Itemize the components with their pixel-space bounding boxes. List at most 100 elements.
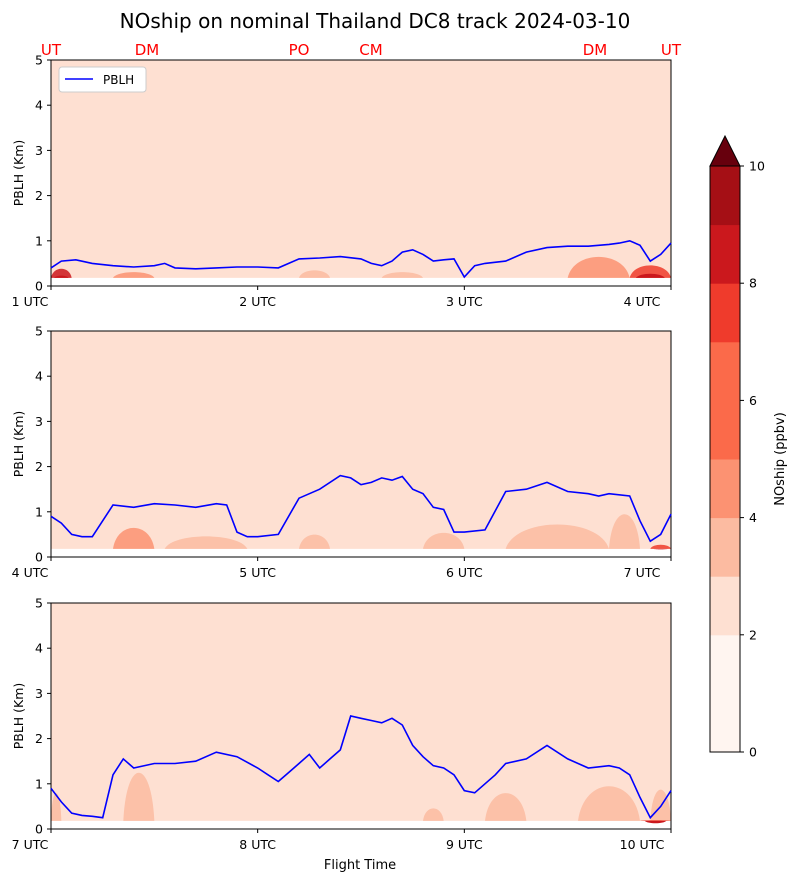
contour-background — [51, 603, 671, 829]
panel-middle: 0 1 2 3 4 5 4 UTC 5 UTC 6 UTC 7 UTC PBLH (Km) — [11, 324, 672, 580]
legend-label: PBLH — [103, 73, 134, 87]
contour-region — [299, 534, 330, 549]
contour-core — [635, 273, 665, 278]
contour-region — [423, 808, 444, 821]
y-tick-label: 2 — [35, 188, 43, 203]
contour-region — [51, 268, 72, 278]
location-label: CM — [359, 41, 382, 59]
no-data-strip — [51, 820, 671, 829]
y-tick-label: 1 — [35, 504, 43, 519]
x-tick-label: 10 UTC — [620, 837, 665, 852]
colorbar-level — [710, 576, 740, 636]
axes-frame — [50, 602, 672, 830]
y-axis-label: PBLH (Km) — [11, 140, 26, 207]
colorbar-level — [710, 459, 740, 519]
y-tick-label: 5 — [35, 324, 43, 339]
colorbar-level — [710, 693, 740, 753]
figure-title: NOship on nominal Thailand DC8 track 202… — [120, 9, 631, 33]
location-label: UT — [41, 41, 62, 59]
y-tick-label: 5 — [35, 53, 43, 68]
x-tick-label: 7 UTC — [624, 565, 661, 580]
x-axis-label: Flight Time — [324, 858, 396, 873]
pblh-series-line — [50, 239, 672, 279]
y-tick-label: 0 — [35, 550, 43, 565]
y-tick-label: 1 — [35, 233, 43, 248]
contour-region — [113, 527, 155, 549]
x-tick-label: 7 UTC — [12, 837, 49, 852]
colorbar-tick-label: 2 — [749, 627, 757, 642]
x-tick-label: 6 UTC — [446, 565, 483, 580]
colorbar-level — [710, 224, 740, 284]
colorbar-level — [710, 400, 740, 460]
contour-core — [644, 820, 667, 824]
x-tick-label: 9 UTC — [446, 837, 483, 852]
y-tick-label: 4 — [35, 641, 43, 656]
contour-core — [54, 275, 69, 278]
x-tick-label: 5 UTC — [239, 565, 276, 580]
colorbar-level — [710, 341, 740, 401]
colorbar-level — [710, 634, 740, 694]
y-tick-label: 4 — [35, 369, 43, 384]
contour-region — [123, 772, 155, 821]
contour-region — [609, 514, 640, 549]
location-labels: UT DM PO CM DM UT — [41, 41, 682, 59]
y-tick-label: 3 — [35, 686, 43, 701]
colorbar-frame — [709, 165, 741, 753]
y-tick-label: 1 — [35, 776, 43, 791]
y-tick-label: 4 — [35, 98, 43, 113]
contour-core — [653, 548, 668, 550]
contour-region — [381, 272, 423, 278]
colorbar-tick-label: 0 — [749, 745, 757, 760]
location-label: UT — [661, 41, 682, 59]
panel-bottom: 0 1 2 3 4 5 7 UTC 8 UTC 9 UTC 10 UTC PBLH (Km) — [11, 596, 672, 852]
y-tick-label: 5 — [35, 596, 43, 611]
contour-region — [485, 793, 527, 821]
y-tick-label: 3 — [35, 414, 43, 429]
no-data-strip — [51, 548, 671, 557]
contour-region — [113, 272, 155, 278]
x-tick-label: 4 UTC — [624, 294, 661, 309]
y-tick-label: 2 — [35, 459, 43, 474]
colorbar-tick-label: 8 — [749, 276, 757, 291]
contour-region — [640, 820, 671, 821]
contour-background — [51, 60, 671, 286]
y-tick-label: 3 — [35, 143, 43, 158]
colorbar-tick-label: 6 — [749, 393, 757, 408]
colorbar-label: NOship (ppbv) — [773, 412, 788, 506]
location-label: PO — [289, 41, 310, 59]
contour-region — [423, 532, 465, 549]
x-tick-label: 8 UTC — [239, 837, 276, 852]
pblh-series-line — [50, 474, 672, 543]
colorbar-tick-label: 10 — [749, 159, 765, 174]
contour-region — [629, 265, 671, 278]
contour-region — [505, 524, 609, 549]
no-data-strip — [51, 277, 671, 286]
x-tick-label: 4 UTC — [12, 565, 49, 580]
colorbar-level — [710, 283, 740, 343]
colorbar-level — [710, 166, 740, 226]
axes-frame — [50, 330, 672, 558]
y-axis-label: PBLH (Km) — [11, 683, 26, 750]
location-label: DM — [135, 41, 160, 59]
axes-frame — [50, 59, 672, 287]
y-tick-label: 2 — [35, 731, 43, 746]
x-tick-label: 1 UTC — [12, 294, 49, 309]
contour-region — [578, 786, 640, 821]
legend: PBLH — [58, 66, 147, 93]
pblh-series-line — [50, 715, 672, 820]
colorbar-level — [710, 517, 740, 577]
legend-box — [58, 66, 147, 93]
contour-region — [164, 536, 248, 549]
panel-top: 0 1 2 3 4 5 1 UTC 2 UTC 3 UTC 4 UTC PBLH (Km) — [11, 53, 672, 309]
location-label: DM — [583, 41, 608, 59]
colorbar-tick-label: 4 — [749, 510, 757, 525]
y-tick-label: 0 — [35, 279, 43, 294]
colorbar: 0 2 4 6 8 10 — [709, 134, 765, 760]
contour-background — [51, 331, 671, 557]
contour-region — [567, 256, 630, 278]
y-tick-label: 0 — [35, 822, 43, 837]
contour-region — [650, 544, 671, 549]
contour-region — [299, 270, 330, 278]
x-tick-label: 2 UTC — [239, 294, 276, 309]
